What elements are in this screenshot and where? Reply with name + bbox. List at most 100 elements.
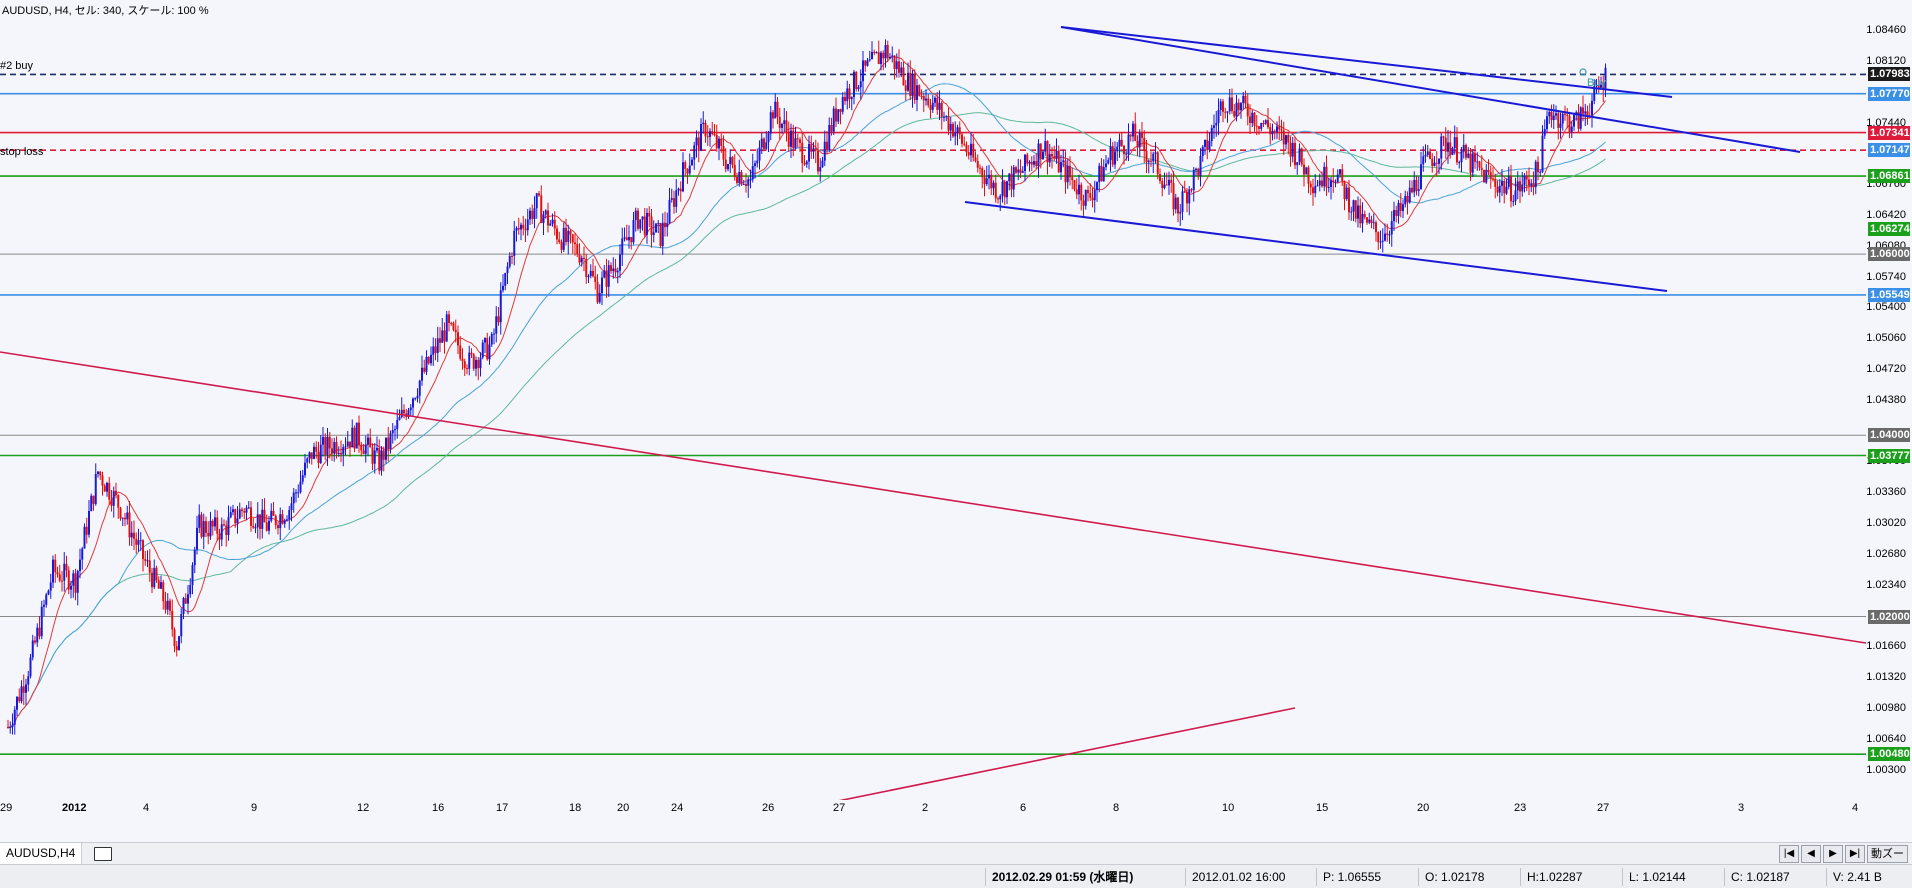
time-axis[interactable]: 29 2012 4 9 12 16 17 18 20 24 26 27 2 6 8 10 15 20 23 27 3 4: [0, 800, 1866, 818]
scroll-last-icon[interactable]: ▶|: [1845, 845, 1865, 863]
candle-body: [1136, 140, 1139, 148]
candle-body: [27, 676, 30, 685]
scroll-controls: |◀ ◀ ▶ ▶| 動ズー: [1779, 845, 1908, 863]
candle-body: [686, 168, 689, 174]
candle-body: [1161, 181, 1164, 189]
candle-body: [418, 380, 421, 396]
candle-body: [1541, 135, 1544, 172]
candle-body: [1064, 160, 1067, 183]
candle-body: [1507, 176, 1510, 187]
price-level-tag: 1.04000: [1868, 428, 1910, 443]
candle-body: [1024, 154, 1026, 172]
candle-body: [958, 127, 961, 135]
candle-body: [313, 446, 315, 459]
candle-body: [704, 122, 707, 137]
candle-body: [211, 520, 214, 527]
candle-body: [369, 437, 372, 448]
candle-body: [142, 540, 144, 560]
candle-body: [511, 255, 513, 257]
candle-body: [767, 133, 770, 143]
candle-body: [664, 222, 666, 228]
candle-body: [326, 436, 329, 455]
price-axis[interactable]: 1.08460 1.08120 1.07440 1.06760 1.06420 1.060…: [1866, 0, 1912, 800]
auto-scroll-button[interactable]: 動ズー: [1867, 845, 1908, 863]
candle-body: [470, 352, 473, 355]
chart-area[interactable]: AUDUSD, H4, セル: 340, スケール: 100 % #2 buy …: [0, 0, 1867, 800]
candle-body: [223, 524, 225, 526]
candle-body: [1291, 142, 1294, 157]
candle-body: [610, 265, 612, 271]
candle-body: [351, 427, 354, 448]
scroll-first-icon[interactable]: |◀: [1779, 845, 1799, 863]
candle-body: [1595, 84, 1598, 87]
buy-marker-label: Buy: [1587, 77, 1606, 89]
window-icon[interactable]: [94, 847, 112, 861]
candle-body: [675, 190, 678, 207]
candle-body: [184, 598, 187, 604]
candle-body: [11, 724, 14, 728]
candle-body: [1037, 143, 1040, 167]
candle-body: [1514, 190, 1517, 202]
candlestick-chart[interactable]: [0, 0, 1866, 800]
tab-audusd-h4[interactable]: AUDUSD,H4: [0, 843, 83, 864]
candle-body: [574, 242, 576, 245]
candle-body: [884, 45, 887, 59]
candle-body: [1123, 145, 1125, 154]
buy-arrow-icon: [1579, 68, 1587, 76]
candle-body: [774, 101, 777, 119]
candle-body: [677, 188, 680, 191]
candle-body: [1296, 162, 1299, 166]
candle-body: [846, 88, 849, 102]
candle-body: [340, 452, 342, 455]
candle-body: [218, 533, 221, 540]
candle-body: [877, 52, 880, 65]
candle-body: [1561, 113, 1564, 124]
candle-body: [220, 524, 223, 540]
candle-body: [1246, 103, 1249, 117]
candle-body: [175, 646, 178, 651]
candle-body: [106, 482, 108, 492]
candle-body: [259, 514, 261, 529]
candle-body: [299, 481, 302, 493]
candle-body: [268, 520, 270, 531]
candle-body: [976, 160, 979, 168]
candle-body: [1066, 165, 1069, 183]
candle-body: [234, 509, 237, 524]
candle-body: [1363, 213, 1366, 218]
candle-body: [497, 316, 500, 323]
candle-body: [1438, 158, 1440, 164]
candle-body: [205, 521, 207, 533]
candle-body: [1471, 153, 1474, 173]
candle-body: [99, 471, 102, 476]
scroll-left-icon[interactable]: ◀: [1801, 845, 1821, 863]
candle-body: [1127, 134, 1130, 154]
candle-body: [1267, 120, 1269, 128]
candle-body: [1550, 111, 1553, 121]
candle-body: [578, 254, 581, 263]
candle-body: [380, 450, 383, 471]
candle-body: [1476, 161, 1479, 163]
trendline-upper-2: [1060, 26, 1801, 153]
candle-body: [713, 134, 716, 136]
candle-body: [1163, 184, 1166, 189]
candle-body: [153, 567, 156, 588]
price-tick-label: 1.05060: [1866, 332, 1906, 345]
candle-body: [412, 398, 414, 408]
candle-body: [283, 520, 286, 524]
candle-body: [1458, 162, 1461, 164]
candle-body: [1303, 164, 1305, 175]
candle-body: [335, 442, 338, 454]
candle-body: [133, 532, 135, 539]
candle-body: [1174, 197, 1177, 210]
candle-body: [36, 627, 39, 643]
time-tick-label: 20: [1417, 802, 1430, 814]
candle-body: [263, 509, 266, 523]
candle-body: [461, 358, 464, 362]
candle-body: [171, 610, 174, 630]
candle-body: [765, 142, 768, 149]
candle-body: [837, 109, 840, 122]
trendline-red-down: [0, 351, 1866, 644]
scroll-right-icon[interactable]: ▶: [1823, 845, 1843, 863]
candle-body: [475, 359, 477, 369]
candle-body: [605, 270, 608, 287]
